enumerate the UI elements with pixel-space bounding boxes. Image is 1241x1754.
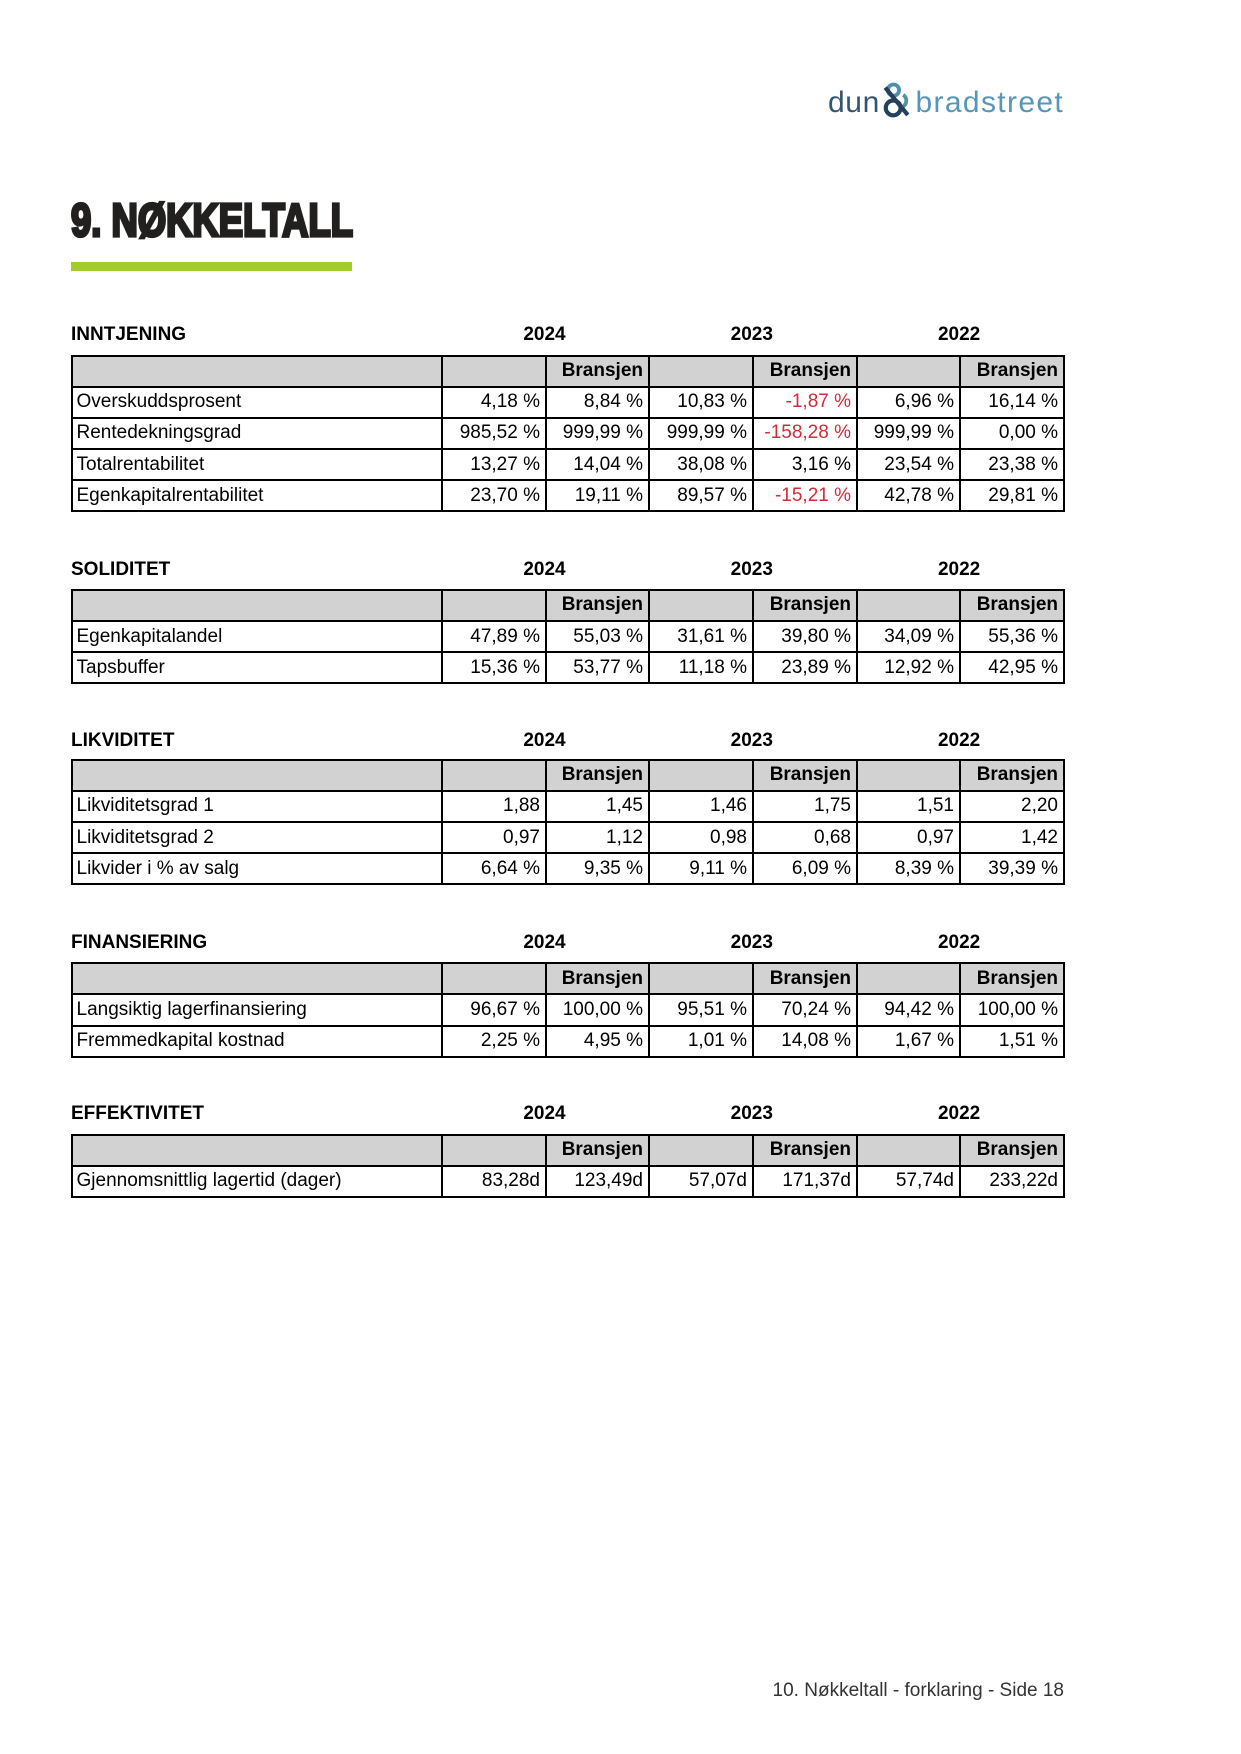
svg-text:bradstreet: bradstreet — [916, 86, 1065, 119]
svg-text:dun: dun — [828, 86, 880, 119]
